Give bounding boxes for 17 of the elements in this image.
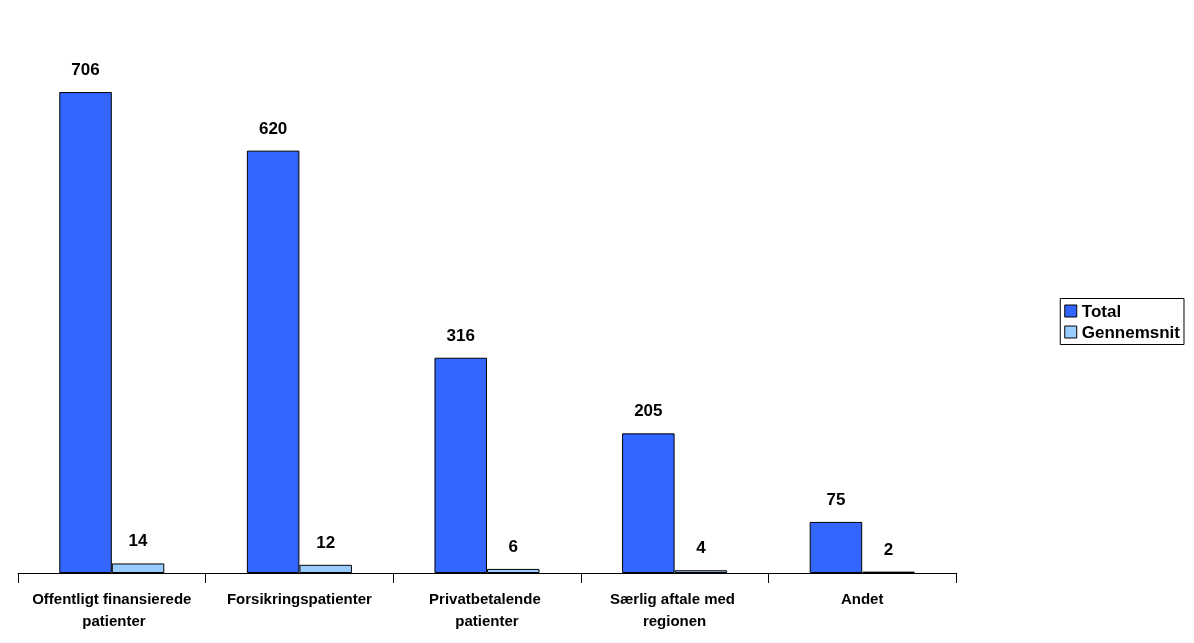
- x-tick-label: Offentligt finansierede patienter: [32, 589, 192, 629]
- data-label: 75: [826, 489, 846, 509]
- data-label: 12: [316, 532, 336, 552]
- legend-label: Total: [1081, 301, 1122, 321]
- legend-label: Gennemsnit: [1081, 322, 1181, 342]
- data-label: 6: [508, 536, 518, 556]
- data-label: 205: [634, 401, 663, 421]
- data-label: 316: [446, 325, 475, 345]
- x-tick-label: Andet: [840, 589, 884, 607]
- x-tick-label: Privatbetalende patienter: [429, 589, 545, 629]
- data-label: 2: [883, 539, 894, 559]
- data-label: 14: [128, 531, 149, 551]
- data-label: 620: [258, 118, 288, 138]
- data-label: 706: [71, 60, 100, 80]
- x-tick-label: Særlig aftale med regionen: [609, 589, 740, 629]
- data-label: 4: [696, 538, 707, 558]
- x-tick-label: Forsikringspatienter: [226, 589, 373, 607]
